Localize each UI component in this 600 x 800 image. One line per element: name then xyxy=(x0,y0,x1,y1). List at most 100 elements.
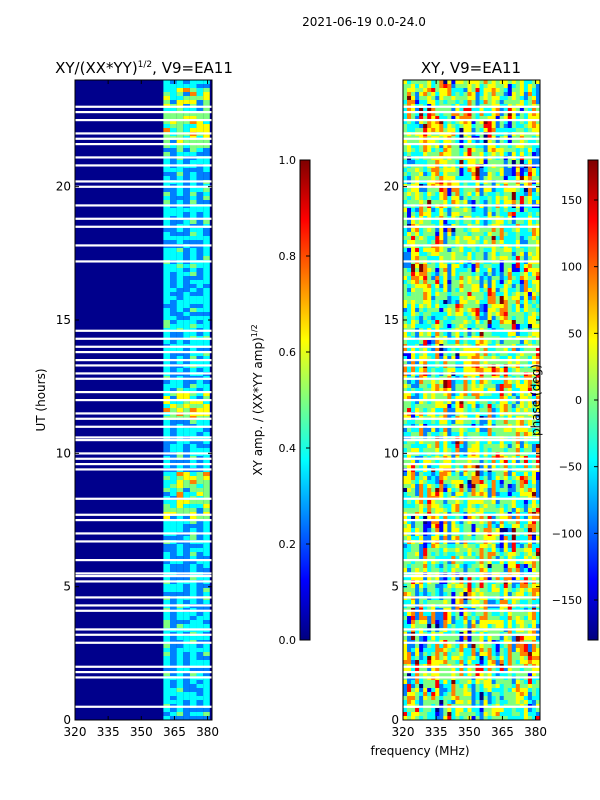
phase-cell xyxy=(447,464,452,469)
amplitude-cell xyxy=(196,148,204,152)
amplitude-cell xyxy=(163,100,171,104)
amplitude-cell xyxy=(183,684,190,688)
phase-cell xyxy=(431,80,436,85)
phase-cell xyxy=(447,492,452,497)
phase-cell xyxy=(455,248,460,253)
phase-cell xyxy=(463,516,468,521)
phase-cell xyxy=(479,316,484,321)
phase-cell xyxy=(435,440,440,445)
phase-cell xyxy=(403,432,408,437)
phase-cell xyxy=(467,272,472,277)
amplitude-cell xyxy=(176,616,184,620)
phase-cell xyxy=(451,368,456,373)
amplitude-cell xyxy=(189,360,197,364)
phase-cell xyxy=(443,152,448,157)
phase-cell xyxy=(419,88,424,93)
phase-cell xyxy=(431,440,436,445)
amplitude-cell xyxy=(176,140,184,144)
phase-cell xyxy=(443,312,448,317)
phase-cell xyxy=(463,316,468,321)
phase-cell xyxy=(483,408,488,413)
phase-cell xyxy=(503,300,509,305)
phase-cell xyxy=(411,188,416,193)
phase-cell xyxy=(439,272,444,277)
phase-cell xyxy=(459,176,464,181)
phase-cell xyxy=(427,440,432,445)
phase-cell xyxy=(435,120,440,125)
phase-cell xyxy=(435,292,440,297)
phase-cell xyxy=(463,480,468,485)
phase-cell xyxy=(447,348,452,353)
phase-cell xyxy=(507,444,513,449)
phase-cell xyxy=(491,476,496,481)
amplitude-cell xyxy=(163,340,171,344)
phase-cell xyxy=(483,488,488,493)
phase-cell xyxy=(519,484,525,489)
phase-cell xyxy=(407,332,412,337)
phase-cell xyxy=(427,208,432,213)
phase-cell xyxy=(431,504,436,509)
amplitude-cell xyxy=(203,200,210,204)
amplitude-cell xyxy=(183,552,190,556)
phase-cell xyxy=(479,464,484,469)
phase-cell xyxy=(479,228,484,233)
phase-cell xyxy=(423,228,428,233)
phase-cell xyxy=(479,396,484,401)
amplitude-cell xyxy=(189,400,197,404)
phase-cell xyxy=(423,108,428,113)
phase-cell xyxy=(459,200,464,205)
phase-cell xyxy=(435,324,440,329)
phase-cell xyxy=(519,480,525,485)
phase-cell xyxy=(531,476,537,481)
amplitude-cell xyxy=(183,616,190,620)
phase-cell xyxy=(411,252,416,257)
phase-cell xyxy=(507,292,513,297)
amplitude-cell xyxy=(196,712,204,716)
amplitude-cell xyxy=(203,400,210,404)
phase-cell xyxy=(463,256,468,261)
phase-cell xyxy=(499,188,505,193)
phase-cell xyxy=(419,120,424,125)
phase-cell xyxy=(443,300,448,305)
phase-cell xyxy=(515,360,521,365)
phase-cell xyxy=(511,100,517,105)
phase-cell xyxy=(431,492,436,497)
amplitude-cell xyxy=(176,420,184,424)
phase-cell xyxy=(483,508,488,513)
phase-cell xyxy=(467,124,472,129)
phase-cell xyxy=(431,316,436,321)
phase-cell xyxy=(471,356,476,361)
figure-suptitle: 2021-06-19 0.0-24.0 xyxy=(302,15,426,29)
phase-cell xyxy=(479,212,484,217)
phase-cell xyxy=(471,128,476,133)
phase-cell xyxy=(475,368,480,373)
phase-cell xyxy=(415,188,420,193)
phase-cell xyxy=(407,288,412,293)
phase-cell xyxy=(447,176,452,181)
amplitude-cell xyxy=(189,460,197,464)
phase-cell xyxy=(435,356,440,361)
phase-cell xyxy=(435,188,440,193)
amplitude-cell xyxy=(203,644,210,648)
phase-cell xyxy=(527,236,533,241)
amplitude-cell xyxy=(176,440,184,444)
phase-cell xyxy=(415,352,420,357)
phase-cell xyxy=(407,380,412,385)
phase-cell xyxy=(463,140,468,145)
amplitude-cell xyxy=(203,428,210,432)
amplitude-cell xyxy=(170,128,177,132)
phase-cell xyxy=(511,108,517,113)
phase-cell xyxy=(427,520,432,525)
phase-cell xyxy=(523,228,529,233)
amplitude-cell xyxy=(163,516,171,520)
phase-cell xyxy=(463,248,468,253)
phase-cell xyxy=(467,212,472,217)
phase-cell xyxy=(487,152,492,157)
phase-cell xyxy=(483,296,488,301)
phase-cell xyxy=(479,176,484,181)
phase-cell xyxy=(427,88,432,93)
phase-cell xyxy=(443,116,448,121)
phase-cell xyxy=(491,232,496,237)
amplitude-cell xyxy=(189,648,197,652)
phase-cell xyxy=(483,80,488,85)
